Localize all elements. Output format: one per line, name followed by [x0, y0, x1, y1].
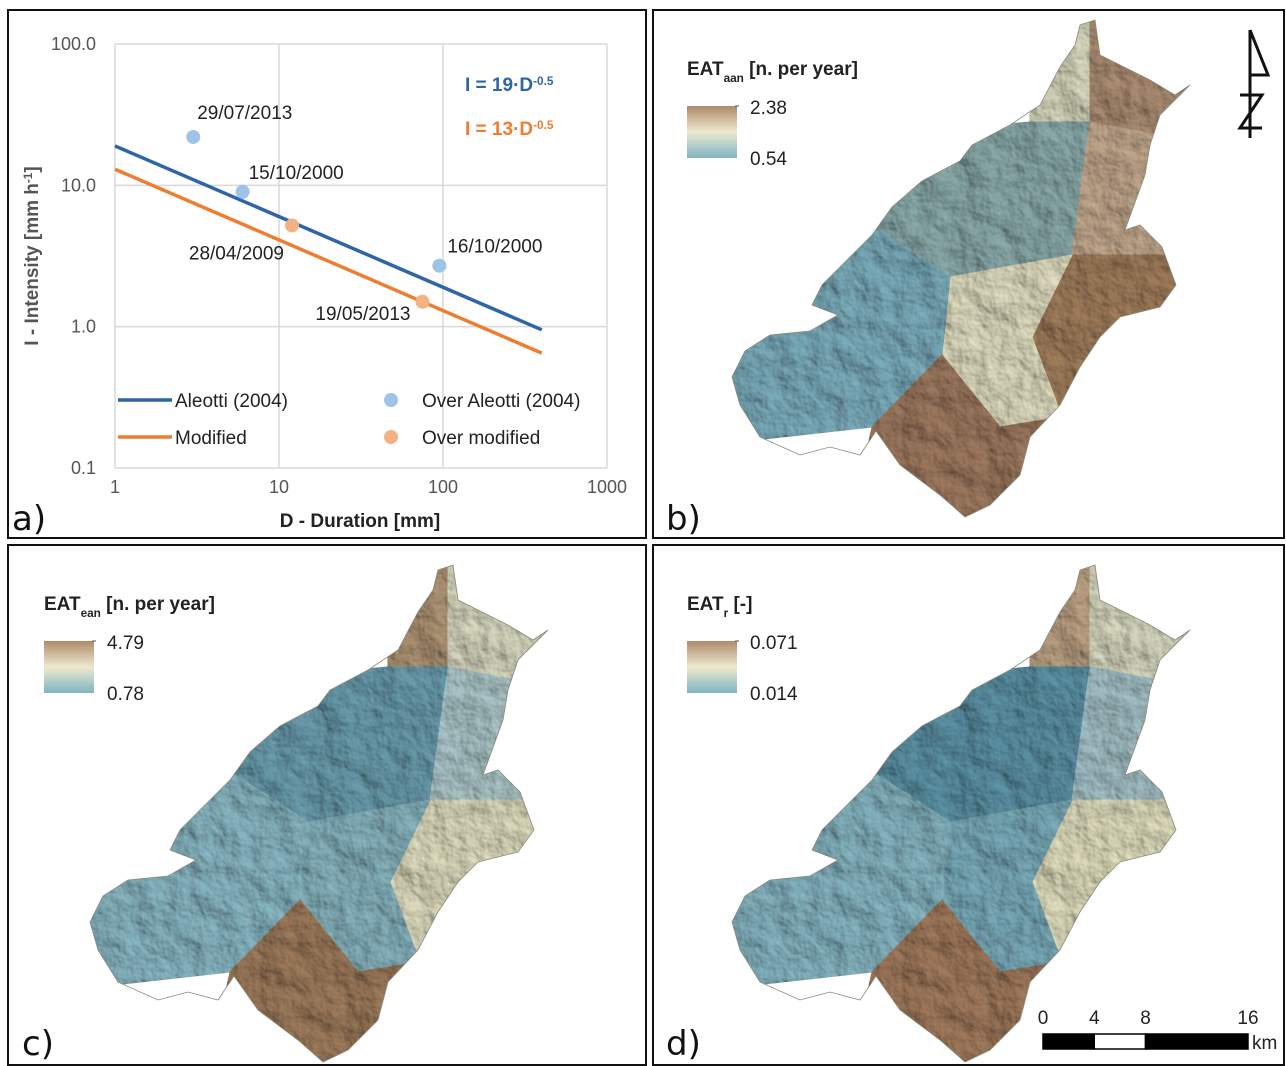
point-label: 16/10/2000 [447, 237, 542, 258]
x-tick-label: 100 [428, 477, 458, 497]
equation-main: I = 13·D [465, 119, 533, 140]
legend-title-rest: [n. per year] [101, 594, 215, 615]
scale-tick-label: 8 [1140, 1008, 1151, 1029]
scale-tick-label: 0 [1038, 1008, 1049, 1029]
y-tick-label: 0.1 [71, 458, 96, 478]
legend-ramp [687, 641, 737, 693]
x-tick-label: 10 [269, 477, 289, 497]
figure: 1 10 100 1000 0.1 1.0 10.0 100.0 D - Duration [m… [0, 0, 1286, 1066]
scale-segment [1043, 1034, 1094, 1049]
legend-min: 0.54 [750, 149, 787, 170]
legend-label: Aleotti (2004) [175, 391, 288, 412]
x-tick-label: 1000 [587, 477, 627, 497]
y-axis-label-main: I - Intensity [mm h [22, 183, 43, 346]
scale-unit: km [1252, 1033, 1277, 1054]
legend-label: Modified [175, 428, 247, 449]
equation-sup: -0.5 [533, 75, 554, 88]
scale-tick-label: 4 [1089, 1008, 1100, 1029]
y-tick-label: 1.0 [71, 317, 96, 337]
panel-label: a) [12, 499, 46, 539]
point-label: 29/07/2013 [197, 103, 292, 124]
panel-label: b) [666, 499, 701, 539]
legend-title-sub: aan [724, 72, 744, 85]
data-point [236, 185, 250, 199]
panel-label: d) [666, 1024, 701, 1064]
point-label: 19/05/2013 [315, 304, 410, 325]
legend-min: 0.014 [750, 684, 798, 705]
legend-title-main: EAT [687, 59, 724, 80]
legend-swatch [384, 430, 398, 444]
data-point [186, 130, 200, 144]
y-tick-label: 100.0 [51, 34, 96, 54]
legend-label: Over modified [422, 428, 540, 449]
legend-label: Over Aleotti (2004) [422, 391, 580, 412]
scale-segment [1146, 1034, 1249, 1049]
legend-title-sub: ean [81, 607, 101, 620]
legend-min: 0.78 [107, 684, 144, 705]
legend-ramp [687, 106, 737, 158]
x-axis-label: D - Duration [mm] [280, 511, 440, 532]
legend-title-main: EAT [44, 594, 81, 615]
scale-tick-label: 16 [1237, 1008, 1258, 1029]
legend-swatch [384, 393, 398, 407]
legend-max: 2.38 [750, 98, 787, 119]
x-tick-label: 1 [110, 477, 120, 497]
legend-title-rest: [-] [728, 594, 752, 615]
y-tick-label: 10.0 [61, 175, 96, 195]
y-axis-label: I - Intensity [mm h-1] [22, 166, 44, 345]
equation-main: I = 19·D [465, 75, 533, 96]
legend-ramp [44, 641, 94, 693]
data-point [432, 259, 446, 273]
panel-label: c) [22, 1024, 54, 1064]
legend-max: 0.071 [750, 633, 798, 654]
point-label: 15/10/2000 [249, 163, 344, 184]
legend-title-rest: [n. per year] [744, 59, 858, 80]
point-label: 28/04/2009 [189, 243, 284, 264]
legend-title-main: EAT [687, 594, 724, 615]
data-point [416, 295, 430, 309]
y-axis-label-rest: ] [22, 166, 43, 172]
legend-max: 4.79 [107, 633, 144, 654]
equation-sup: -0.5 [533, 119, 554, 132]
data-point [285, 218, 299, 232]
page: {"chart_data": {"type": "line", "xlabel"… [0, 0, 1286, 1066]
y-axis-label-sup: -1 [22, 172, 35, 183]
scale-segment [1094, 1034, 1145, 1049]
